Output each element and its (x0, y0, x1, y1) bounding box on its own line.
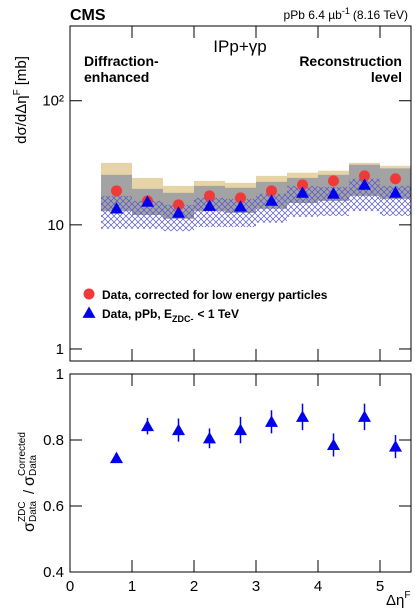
annotation: Diffraction- (84, 53, 159, 69)
point (265, 415, 278, 427)
point (234, 200, 247, 212)
x-tick-label: 0 (66, 578, 74, 595)
point (173, 199, 184, 211)
point (358, 178, 371, 190)
y-tick-label: 1 (56, 341, 64, 358)
luminosity: pPb 6.4 µb-1 (8.16 TeV) (284, 6, 408, 22)
legend-name: Data, pPb, E (102, 307, 172, 321)
y-label-part: σ (21, 522, 38, 532)
y-label-part: Data (28, 500, 39, 522)
point (390, 173, 401, 185)
point (327, 438, 340, 450)
point (172, 206, 185, 218)
x-tick-label: 5 (376, 578, 384, 595)
frame (69, 373, 412, 573)
legend-label: Data, corrected for low energy particles (102, 288, 328, 302)
point (110, 202, 123, 214)
point (296, 186, 309, 198)
point (172, 423, 185, 436)
legend-sub: ZDC- (172, 314, 194, 324)
point (266, 185, 277, 197)
x-tick-label: 4 (314, 578, 322, 595)
point (328, 175, 339, 187)
legend-label: Data, pPb, EZDC- < 1 TeV (102, 307, 239, 324)
y-label-part: Corrected (17, 432, 28, 476)
point (141, 419, 154, 432)
x-tick-label: 1 (128, 578, 136, 595)
y-label-main: dσ/dΔη (13, 95, 30, 143)
point (235, 192, 246, 204)
legend-name: Data, corrected for low energy particles (102, 288, 328, 302)
y-label-unit: [mb] (13, 56, 30, 85)
y-label-part: / (21, 489, 38, 494)
legend-tail: < 1 TeV (198, 307, 239, 321)
x-label-sup: F (404, 590, 410, 601)
y-label-part: Data (28, 454, 39, 476)
y-axis-label: dσ/dΔηF [mb] (12, 56, 30, 144)
point (296, 410, 309, 422)
point (327, 187, 340, 199)
point (203, 199, 216, 211)
annotation: level (371, 69, 402, 85)
y-tick-label: 0.6 (43, 498, 64, 515)
y-label-sup: F (12, 89, 23, 95)
annotation: enhanced (84, 69, 149, 85)
process: IPp+γp (213, 37, 266, 56)
y-tick-label: 10² (42, 93, 64, 110)
point (389, 440, 402, 452)
x-axis-label: ΔηF (386, 590, 410, 609)
point (265, 194, 278, 206)
point (203, 431, 216, 444)
point (389, 186, 402, 198)
legend-marker (83, 288, 95, 300)
point (141, 195, 154, 207)
x-label-main: Δη (386, 592, 404, 609)
y-tick-label: 10 (47, 217, 64, 234)
y-tick-label: 0.4 (43, 564, 64, 581)
y-tick-label: 0.8 (43, 432, 64, 449)
point (204, 190, 215, 202)
frame (69, 25, 412, 362)
lumi-exp: -1 (342, 6, 350, 16)
lumi: pPb 6.4 µb (284, 8, 343, 22)
experiment: CMS (70, 7, 106, 24)
annotation: Reconstruction (299, 53, 402, 69)
legend-marker (82, 306, 96, 318)
point (297, 179, 308, 191)
panels: 11010²IPp+γpDiffraction-enhancedReconstr… (12, 25, 412, 609)
x-tick-label: 2 (190, 578, 198, 595)
x-tick-label: 3 (252, 578, 260, 595)
point (358, 410, 371, 422)
point (359, 170, 370, 182)
y-tick-label: 1 (56, 366, 64, 383)
point (110, 451, 123, 464)
point (111, 185, 122, 197)
y-label-part: ZDC (17, 501, 28, 522)
y-label-part: σ (21, 476, 38, 486)
point (234, 423, 247, 436)
energy: (8.16 TeV) (353, 8, 408, 22)
